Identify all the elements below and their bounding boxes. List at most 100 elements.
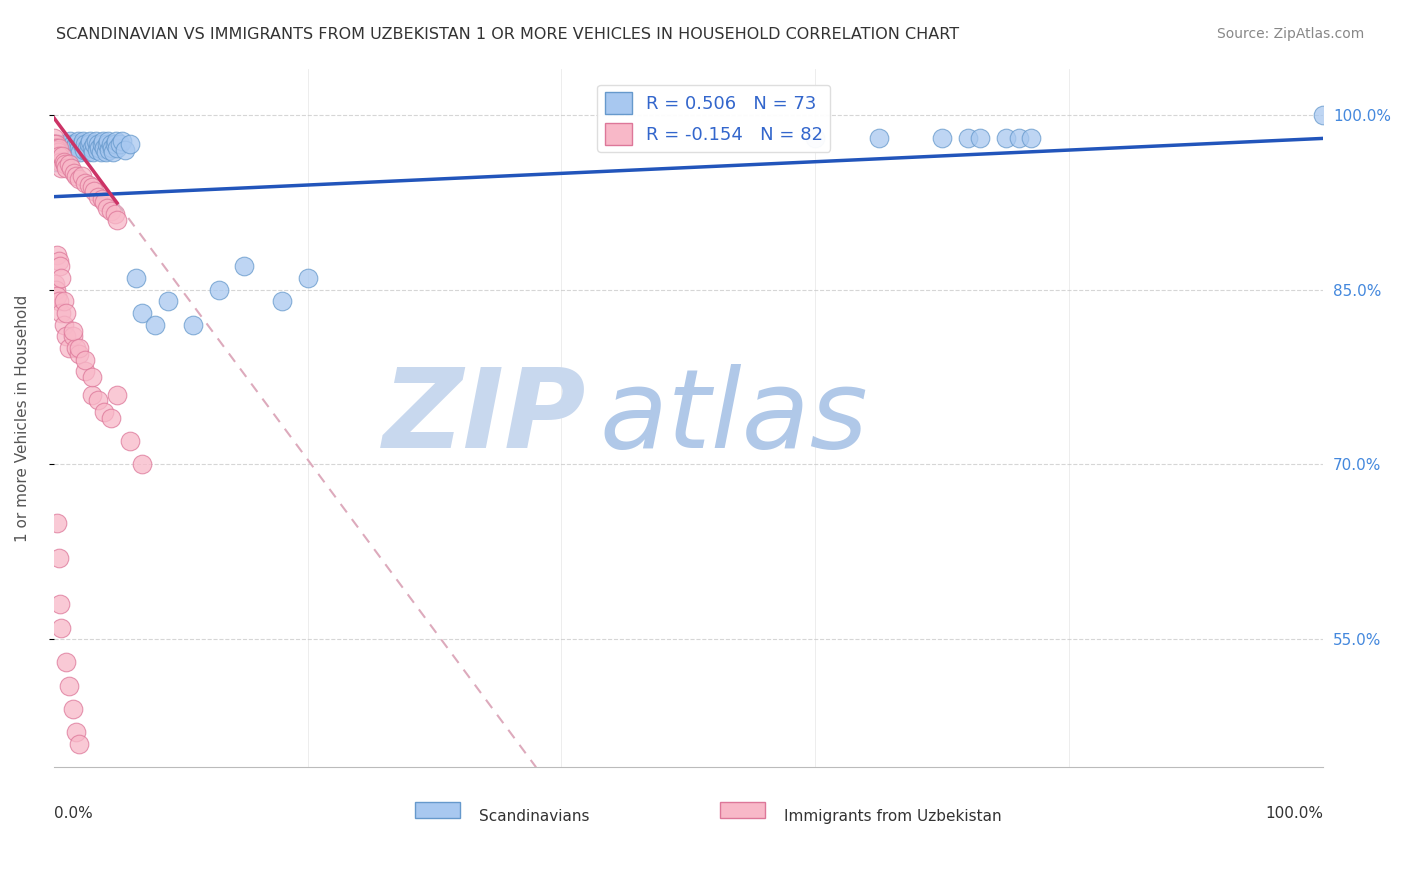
Point <box>994 131 1017 145</box>
Point <box>1007 131 1029 145</box>
Point <box>44 137 66 152</box>
Point <box>44 145 66 160</box>
Point <box>97 134 120 148</box>
Point <box>1019 131 1042 145</box>
Point <box>55 141 77 155</box>
Point <box>103 207 125 221</box>
Point <box>868 131 890 145</box>
Text: Immigrants from Uzbekistan: Immigrants from Uzbekistan <box>783 809 1001 824</box>
Point <box>67 347 90 361</box>
Point <box>51 271 73 285</box>
Point <box>49 597 72 611</box>
Point <box>82 145 104 160</box>
Point <box>44 145 66 160</box>
Point <box>83 184 105 198</box>
Point <box>93 195 115 210</box>
Point <box>87 393 110 408</box>
Point <box>66 134 89 148</box>
Point <box>80 180 103 194</box>
Point <box>77 178 100 192</box>
Point <box>48 141 70 155</box>
Point <box>46 143 69 157</box>
Text: 0.0%: 0.0% <box>53 805 93 821</box>
Point <box>53 137 76 152</box>
Point <box>45 137 67 152</box>
Point <box>233 260 256 274</box>
Point <box>297 271 319 285</box>
Y-axis label: 1 or more Vehicles in Household: 1 or more Vehicles in Household <box>15 294 30 541</box>
Point <box>96 137 118 152</box>
Point <box>45 141 67 155</box>
Point <box>91 134 114 148</box>
Point <box>49 260 72 274</box>
Point <box>63 141 86 155</box>
Point <box>49 154 72 169</box>
Point <box>48 253 70 268</box>
Point <box>48 137 70 152</box>
Point <box>118 434 141 449</box>
Point <box>956 131 979 145</box>
Point <box>46 288 69 302</box>
Point <box>101 141 124 155</box>
Point <box>125 271 148 285</box>
Point <box>83 137 105 152</box>
Point <box>96 201 118 215</box>
Point <box>56 145 79 160</box>
Point <box>118 137 141 152</box>
Point <box>51 620 73 634</box>
Point <box>46 149 69 163</box>
Text: atlas: atlas <box>599 365 868 471</box>
Point <box>98 143 121 157</box>
Point <box>49 141 72 155</box>
Point <box>62 324 84 338</box>
Point <box>55 656 77 670</box>
Point <box>93 141 115 155</box>
Point <box>46 248 69 262</box>
Point <box>87 189 110 203</box>
Point <box>90 137 112 152</box>
Point <box>94 145 117 160</box>
Point <box>80 387 103 401</box>
Point <box>60 143 83 157</box>
Point <box>79 134 101 148</box>
Point <box>181 318 204 332</box>
Text: ZIP: ZIP <box>384 365 586 471</box>
Point <box>111 134 134 148</box>
Point <box>44 141 66 155</box>
Point <box>105 213 128 227</box>
Point <box>55 306 77 320</box>
Point <box>271 294 294 309</box>
Point <box>89 141 111 155</box>
Point <box>86 143 108 157</box>
Point <box>67 172 90 186</box>
Point <box>51 306 73 320</box>
Point <box>62 137 84 152</box>
Text: Scandinavians: Scandinavians <box>479 809 589 824</box>
Point <box>63 166 86 180</box>
Point <box>44 149 66 163</box>
Point <box>42 143 65 157</box>
Point <box>42 137 65 152</box>
Point <box>77 145 100 160</box>
Point <box>103 145 125 160</box>
Point <box>77 137 100 152</box>
Point <box>52 318 75 332</box>
Point <box>42 131 65 145</box>
Text: SCANDINAVIAN VS IMMIGRANTS FROM UZBEKISTAN 1 OR MORE VEHICLES IN HOUSEHOLD CORRE: SCANDINAVIAN VS IMMIGRANTS FROM UZBEKIST… <box>56 27 959 42</box>
Point <box>931 131 953 145</box>
Point <box>108 137 131 152</box>
Point <box>45 145 67 160</box>
Point <box>72 134 94 148</box>
Point <box>84 134 107 148</box>
Point <box>93 405 115 419</box>
Point <box>70 137 93 152</box>
Point <box>67 141 90 155</box>
Point <box>60 161 83 175</box>
Point <box>75 137 97 152</box>
Point <box>52 154 75 169</box>
Point <box>90 145 112 160</box>
Point <box>55 329 77 343</box>
Point <box>87 137 110 152</box>
Point <box>104 134 127 148</box>
Point <box>44 143 66 157</box>
